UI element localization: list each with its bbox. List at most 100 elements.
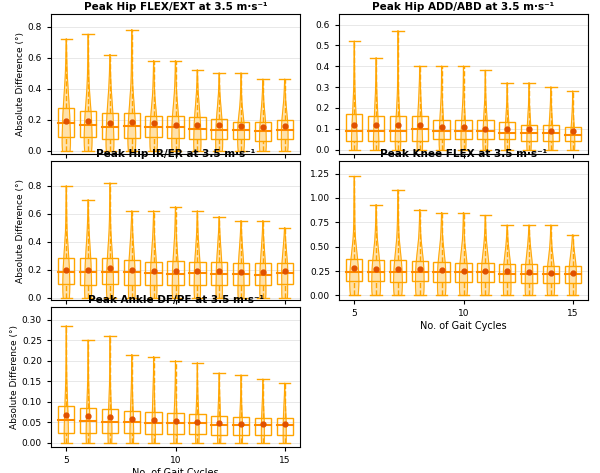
Bar (145, 412, 162, 434)
Bar (233, 122, 249, 139)
Bar (565, 127, 581, 141)
Bar (521, 124, 537, 141)
Bar (346, 114, 362, 141)
Bar (58, 259, 74, 284)
Polygon shape (547, 225, 554, 296)
Polygon shape (352, 41, 357, 149)
Polygon shape (481, 216, 489, 296)
Polygon shape (350, 176, 359, 296)
Bar (254, 263, 271, 285)
Polygon shape (416, 210, 424, 296)
Bar (455, 121, 472, 139)
Bar (58, 406, 74, 433)
Polygon shape (172, 61, 179, 150)
Bar (211, 416, 227, 435)
Bar (102, 258, 118, 284)
Bar (521, 264, 537, 283)
Polygon shape (63, 186, 70, 298)
Bar (477, 263, 494, 282)
Polygon shape (106, 54, 114, 150)
Polygon shape (439, 66, 444, 149)
Polygon shape (62, 39, 70, 150)
Y-axis label: Absolute Difference (°): Absolute Difference (°) (16, 32, 25, 136)
Polygon shape (106, 183, 113, 298)
Bar (277, 418, 293, 435)
Polygon shape (150, 61, 157, 150)
Bar (390, 116, 406, 141)
Bar (233, 263, 249, 285)
Bar (167, 261, 184, 285)
Polygon shape (218, 373, 221, 443)
Bar (433, 121, 450, 139)
Bar (412, 261, 428, 281)
Polygon shape (151, 211, 157, 298)
Bar (277, 263, 293, 284)
Polygon shape (373, 58, 379, 149)
Bar (277, 121, 293, 139)
Polygon shape (437, 212, 446, 296)
Polygon shape (417, 66, 422, 149)
Polygon shape (281, 79, 288, 150)
Bar (58, 108, 74, 138)
Polygon shape (239, 375, 242, 443)
Bar (499, 123, 515, 139)
Bar (189, 117, 206, 139)
Polygon shape (460, 212, 467, 296)
Bar (124, 260, 140, 285)
Polygon shape (527, 83, 531, 149)
Polygon shape (281, 228, 288, 298)
Y-axis label: Absolute Difference (°): Absolute Difference (°) (10, 325, 19, 429)
Polygon shape (238, 73, 244, 150)
Polygon shape (174, 361, 177, 443)
Bar (233, 418, 249, 435)
Polygon shape (64, 326, 68, 443)
Title: Peak Hip IR/ER at 3.5 m·s⁻¹: Peak Hip IR/ER at 3.5 m·s⁻¹ (96, 149, 255, 158)
Bar (390, 260, 406, 282)
Polygon shape (505, 83, 509, 149)
Bar (455, 263, 472, 282)
Bar (433, 262, 450, 282)
Bar (211, 262, 227, 285)
Bar (167, 116, 184, 138)
Title: Peak Ankle DF/PF at 3.5 m·s⁻¹: Peak Ankle DF/PF at 3.5 m·s⁻¹ (88, 295, 263, 305)
Polygon shape (525, 225, 533, 296)
Bar (565, 266, 581, 283)
Bar (254, 122, 271, 140)
Polygon shape (130, 355, 134, 443)
Polygon shape (172, 207, 179, 298)
Polygon shape (152, 357, 155, 443)
Polygon shape (548, 87, 553, 149)
Polygon shape (128, 30, 136, 150)
Bar (368, 260, 385, 281)
Polygon shape (503, 225, 511, 296)
Polygon shape (194, 70, 201, 150)
Bar (167, 413, 184, 434)
Bar (102, 409, 118, 433)
Title: Peak Knee FLEX at 3.5 m·s⁻¹: Peak Knee FLEX at 3.5 m·s⁻¹ (380, 149, 547, 158)
X-axis label: No. of Gait Cycles: No. of Gait Cycles (132, 468, 219, 473)
Polygon shape (372, 205, 380, 296)
Bar (145, 262, 162, 285)
Polygon shape (260, 221, 266, 298)
Bar (542, 266, 559, 283)
X-axis label: No. of Gait Cycles: No. of Gait Cycles (420, 321, 507, 331)
Polygon shape (394, 190, 403, 296)
Bar (368, 116, 385, 141)
Bar (189, 414, 206, 434)
Polygon shape (483, 70, 488, 149)
Polygon shape (196, 363, 199, 443)
Polygon shape (215, 73, 223, 150)
Title: Peak Hip FLEX/EXT at 3.5 m·s⁻¹: Peak Hip FLEX/EXT at 3.5 m·s⁻¹ (84, 2, 267, 12)
Polygon shape (128, 211, 135, 298)
Polygon shape (108, 336, 112, 443)
Bar (124, 113, 140, 138)
Bar (412, 116, 428, 141)
Polygon shape (283, 384, 286, 443)
Bar (145, 116, 162, 138)
Bar (499, 264, 515, 282)
Polygon shape (571, 91, 575, 149)
Bar (124, 411, 140, 433)
Polygon shape (259, 79, 266, 150)
Bar (211, 119, 227, 139)
Y-axis label: Absolute Difference (°): Absolute Difference (°) (16, 179, 25, 282)
